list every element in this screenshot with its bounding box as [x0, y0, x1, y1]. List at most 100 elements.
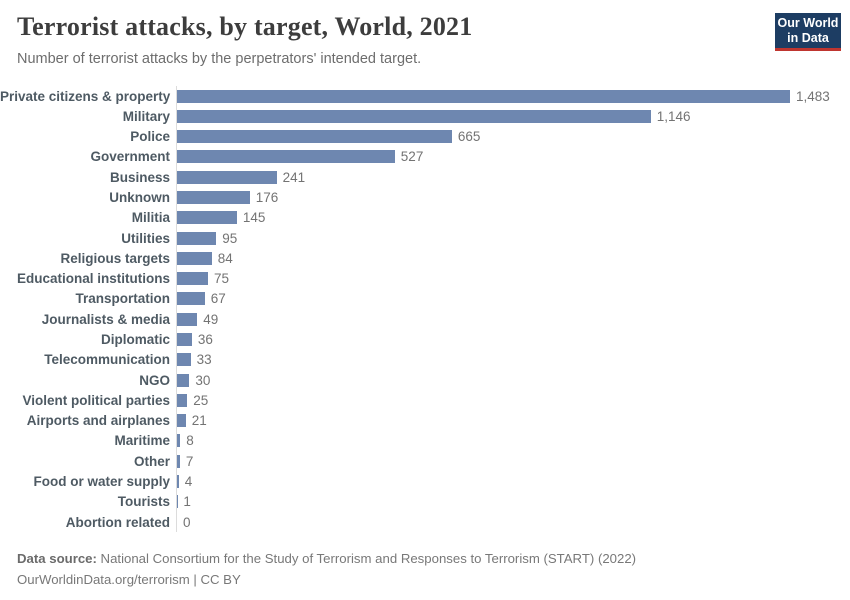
bar[interactable] [177, 414, 186, 428]
bar-row: Business 241 [0, 167, 850, 188]
value-label: 33 [196, 352, 212, 368]
bar-row: Journalists & media 49 [0, 309, 850, 330]
bar[interactable] [177, 292, 205, 306]
license-line: OurWorldinData.org/terrorism | CC BY [17, 569, 636, 590]
bar[interactable] [177, 191, 250, 205]
bar[interactable] [177, 150, 395, 164]
category-label: Utilities [121, 230, 170, 246]
value-label: 49 [203, 311, 219, 327]
bar-row: Military 1,146 [0, 106, 850, 127]
bar[interactable] [177, 231, 217, 245]
bar-track: 95 [176, 227, 850, 249]
value-label: 25 [193, 392, 209, 408]
value-label: 665 [457, 129, 481, 145]
value-label: 0 [183, 514, 191, 530]
value-label: 241 [282, 169, 306, 185]
bar-track: 33 [176, 349, 850, 370]
category-label: Other [133, 453, 170, 469]
bar-track: 67 [176, 288, 850, 310]
bar-track: 241 [176, 167, 850, 188]
category-label: Unknown [109, 190, 170, 206]
category-label: Food or water supply [33, 473, 170, 489]
owid-url-link[interactable]: OurWorldinData.org/terrorism [17, 572, 190, 587]
category-label: Business [109, 169, 170, 185]
bar-row: Unknown 176 [0, 187, 850, 208]
bar-track: 49 [176, 309, 850, 330]
category-label: Private citizens & property [0, 88, 171, 104]
bar-row: NGO 30 [0, 369, 850, 391]
bar-row: Police 665 [0, 126, 850, 147]
category-label: Diplomatic [100, 332, 170, 348]
value-label: 7 [185, 453, 194, 469]
bar[interactable] [177, 393, 188, 407]
bar[interactable] [177, 454, 180, 468]
category-label: Telecommunication [44, 352, 170, 368]
license-text: | CC BY [189, 572, 241, 587]
bar[interactable] [177, 434, 181, 448]
bar-row: Other 7 [0, 451, 850, 472]
value-label: 1 [183, 494, 191, 510]
bar-track: 1,146 [176, 106, 850, 127]
value-label: 95 [222, 230, 238, 246]
category-label: Military [122, 108, 170, 124]
category-label: Government [90, 149, 170, 165]
bar[interactable] [177, 109, 651, 123]
value-label: 21 [191, 413, 207, 429]
data-source-text: National Consortium for the Study of Ter… [96, 551, 637, 566]
bar[interactable] [177, 211, 237, 225]
bar-row: Airports and airplanes 21 [0, 410, 850, 431]
bar[interactable] [177, 89, 790, 103]
bar[interactable] [177, 272, 208, 286]
bar-track: 527 [176, 146, 850, 168]
value-label: 36 [197, 332, 213, 348]
bar-track: 4 [176, 471, 850, 492]
data-source-label: Data source: [17, 551, 97, 566]
bar-row: Private citizens & property 1,483 [0, 86, 850, 107]
bar-row: Food or water supply 4 [0, 471, 850, 492]
chart-footer: Data source: National Consortium for the… [17, 548, 636, 590]
data-source-line: Data source: National Consortium for the… [17, 548, 636, 569]
bar-row: Maritime 8 [0, 430, 850, 452]
bar-row: Tourists 1 [0, 491, 850, 512]
category-label: Journalists & media [41, 311, 170, 327]
bar[interactable] [177, 373, 190, 387]
bar-track: 665 [176, 126, 850, 147]
bar[interactable] [177, 474, 179, 488]
value-label: 145 [242, 210, 266, 226]
value-label: 8 [186, 433, 194, 449]
value-label: 1,483 [796, 88, 830, 104]
value-label: 75 [214, 271, 230, 287]
category-label: Transportation [75, 291, 170, 307]
bar-track: 8 [176, 430, 850, 452]
category-label: Militia [131, 210, 170, 226]
bar-row: Violent political parties 25 [0, 390, 850, 411]
bar-track: 145 [176, 207, 850, 228]
value-label: 4 [184, 473, 193, 489]
bar[interactable] [177, 353, 191, 367]
bar[interactable] [177, 251, 212, 265]
category-label: NGO [139, 372, 170, 388]
page-title: Terrorist attacks, by target, World, 202… [17, 12, 473, 41]
bar-row: Government 527 [0, 146, 850, 168]
bar-row: Abortion related 0 [0, 511, 850, 533]
category-label: Abortion related [65, 514, 170, 530]
bar-track: 30 [176, 369, 850, 391]
bar-track: 1 [176, 491, 850, 512]
value-label: 176 [255, 190, 279, 206]
bar-row: Utilities 95 [0, 227, 850, 249]
category-label: Religious targets [60, 250, 170, 266]
category-label: Airports and airplanes [26, 413, 170, 429]
bar-track: 176 [176, 187, 850, 208]
bar-track: 75 [176, 268, 850, 289]
category-label: Police [130, 129, 170, 145]
bar-track: 36 [176, 329, 850, 350]
bar[interactable] [177, 333, 192, 347]
bar-track: 7 [176, 451, 850, 472]
bar[interactable] [177, 130, 452, 144]
bar-chart: Private citizens & property 1,483 Military… [0, 86, 850, 533]
bar[interactable] [177, 170, 277, 184]
bar-row: Telecommunication 33 [0, 349, 850, 370]
bar-row: Transportation 67 [0, 288, 850, 310]
value-label: 84 [217, 250, 233, 266]
bar[interactable] [177, 312, 198, 326]
